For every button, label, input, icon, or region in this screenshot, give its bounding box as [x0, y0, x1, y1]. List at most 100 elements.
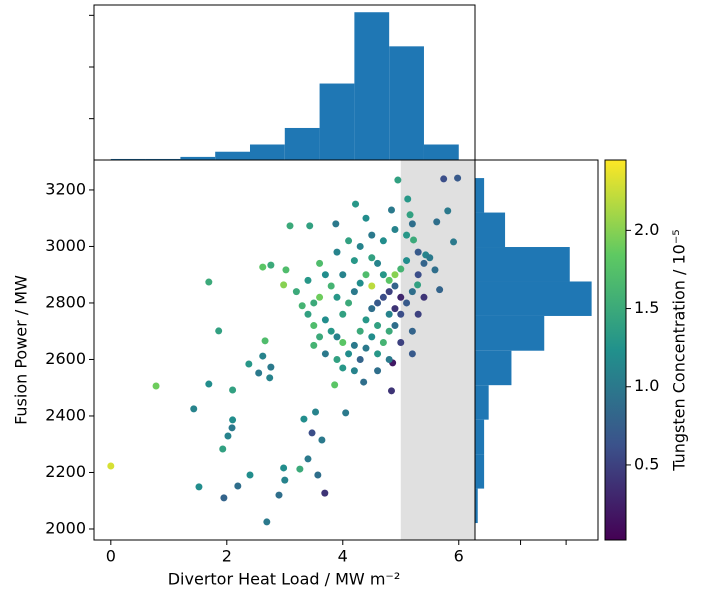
- y-tick-label: 2200: [45, 462, 86, 481]
- scatter-point: [316, 293, 324, 301]
- scatter-point: [385, 288, 393, 296]
- histogram-bar: [110, 158, 146, 160]
- y-tick-label: 2400: [45, 405, 86, 424]
- scatter-point: [312, 408, 320, 416]
- scatter-point: [332, 220, 340, 228]
- histogram-bar: [215, 151, 250, 160]
- scatter-point: [306, 222, 314, 230]
- histogram-bar: [475, 350, 512, 386]
- scatter-point: [327, 282, 335, 290]
- scatter-point: [345, 350, 353, 358]
- scatter-point: [339, 364, 347, 372]
- scatter-point: [374, 367, 382, 375]
- colorbar-tick-label: 2.0: [634, 220, 659, 239]
- scatter-point: [426, 254, 434, 262]
- scatter-point: [397, 339, 405, 347]
- scatter-point: [259, 263, 267, 271]
- scatter-point: [259, 352, 267, 360]
- colorbar-tick-label: 1.5: [634, 298, 659, 317]
- scatter-point: [414, 248, 422, 256]
- scatter-point: [410, 236, 418, 244]
- scatter-point: [352, 200, 360, 208]
- x-axis-label: Divertor Heat Load / MW m⁻²: [168, 570, 401, 589]
- scatter-point: [379, 339, 387, 347]
- scatter-point: [310, 341, 318, 349]
- scatter-point: [234, 482, 242, 490]
- scatter-point: [282, 266, 290, 274]
- histogram-bar: [145, 158, 181, 160]
- scatter-point: [321, 350, 329, 358]
- scatter-point: [292, 288, 300, 296]
- histogram-bar: [475, 454, 485, 489]
- scatter-point: [286, 222, 294, 230]
- scatter-point: [266, 374, 274, 382]
- scatter-point: [362, 316, 370, 324]
- scatter-point: [454, 174, 462, 182]
- x-tick-label: 0: [106, 547, 116, 566]
- histogram-bar: [319, 83, 355, 160]
- scatter-point: [436, 286, 444, 294]
- scatter-point: [308, 429, 316, 437]
- colorbar-label: Tungsten Concentration / 10⁻⁵: [670, 229, 689, 471]
- colorbar: [604, 159, 627, 541]
- scatter-point: [391, 282, 399, 290]
- scatter-point: [368, 231, 376, 239]
- scatter-point: [408, 327, 416, 335]
- scatter-point: [267, 363, 275, 371]
- colorbar-tick-label: 1.0: [634, 376, 659, 395]
- scatter-point: [420, 293, 428, 301]
- scatter-point: [391, 305, 399, 313]
- scatter-point: [316, 333, 324, 341]
- scatter-point: [195, 483, 203, 491]
- scatter-point: [387, 206, 395, 214]
- histogram-bar: [423, 144, 459, 160]
- histogram-bar: [475, 212, 506, 248]
- scatter-point: [360, 378, 368, 386]
- scatter-point: [339, 271, 347, 279]
- scatter-point: [321, 489, 329, 497]
- scatter-point: [403, 299, 411, 307]
- scatter-point: [280, 464, 288, 472]
- scatter-point: [304, 276, 312, 284]
- scatter-point: [397, 293, 405, 301]
- scatter-point: [304, 455, 312, 463]
- scatter-point: [444, 207, 452, 215]
- scatter-point: [321, 316, 329, 324]
- scatter-point: [310, 322, 318, 330]
- scatter-point: [362, 271, 370, 279]
- scatter-point: [406, 211, 414, 219]
- scatter-point: [414, 271, 422, 279]
- scatter-point: [229, 386, 237, 394]
- histogram-bar: [389, 46, 424, 161]
- scatter-point: [298, 302, 306, 310]
- scatter-point: [152, 382, 160, 390]
- y-tick-label: 3000: [45, 236, 86, 255]
- scatter-point: [314, 471, 322, 479]
- histogram-bar: [475, 247, 570, 282]
- scatter-point: [215, 327, 223, 335]
- scatter-point: [345, 299, 353, 307]
- scatter-point: [350, 341, 358, 349]
- scatter-point: [391, 226, 399, 234]
- scatter-point: [350, 367, 358, 375]
- colorbar-tick-label: 0.5: [634, 454, 659, 473]
- histogram-bar: [475, 488, 478, 524]
- scatter-point: [379, 293, 387, 301]
- scatter-point: [280, 281, 288, 289]
- scatter-point: [374, 299, 382, 307]
- scatter-point: [450, 238, 458, 246]
- scatter-point: [414, 310, 422, 318]
- scatter-point: [224, 432, 232, 440]
- histogram-bar: [475, 178, 485, 213]
- axes-frame: [93, 4, 476, 161]
- scatter-point: [403, 231, 411, 239]
- scatter-point: [420, 259, 428, 267]
- scatter-point: [267, 261, 275, 269]
- scatter-point: [403, 257, 411, 265]
- scatter-point: [440, 175, 448, 183]
- scatter-point: [333, 293, 341, 301]
- histogram-bar: [475, 281, 592, 316]
- scatter-point: [404, 195, 412, 203]
- scatter-point: [356, 242, 364, 250]
- scatter-point: [263, 518, 271, 526]
